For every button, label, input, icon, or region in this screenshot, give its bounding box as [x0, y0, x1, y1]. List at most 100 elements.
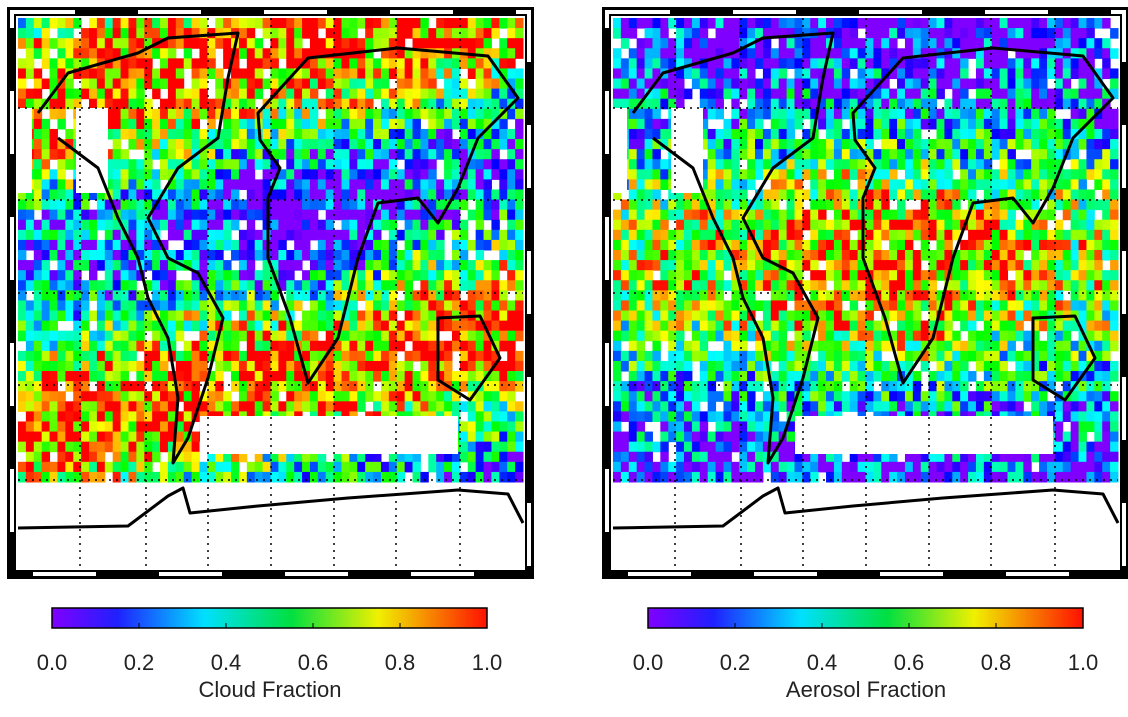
map-cell	[866, 311, 874, 322]
map-cell	[1055, 220, 1063, 231]
map-cell	[215, 230, 223, 241]
map-cell	[239, 250, 247, 261]
map-cell	[921, 240, 929, 251]
map-cell	[50, 421, 58, 432]
map-cell	[263, 331, 271, 342]
map-cell	[1047, 139, 1055, 150]
map-cell	[18, 240, 26, 251]
map-cell	[278, 109, 286, 120]
map-cell	[263, 48, 271, 59]
map-cell	[42, 331, 50, 342]
map-cell	[905, 321, 913, 332]
map-cell	[468, 442, 476, 453]
map-cell	[89, 220, 97, 231]
map-cell	[1000, 280, 1008, 291]
map-cell	[1015, 18, 1023, 29]
map-cell	[621, 68, 629, 79]
map-cell	[1063, 179, 1071, 190]
map-cell	[968, 270, 976, 281]
map-cell	[373, 129, 381, 140]
map-cell	[507, 18, 515, 29]
map-cell	[223, 240, 231, 251]
map-cell	[515, 179, 523, 190]
map-cell	[1000, 290, 1008, 301]
map-cell	[1039, 79, 1047, 90]
map-cell	[787, 179, 795, 190]
map-cell	[128, 38, 136, 49]
map-cell	[468, 462, 476, 473]
map-cell	[676, 371, 684, 382]
map-cell	[255, 189, 263, 200]
map-cell	[810, 260, 818, 271]
map-cell	[1023, 169, 1031, 180]
map-cell	[342, 472, 350, 483]
map-cell	[1055, 58, 1063, 69]
map-cell	[460, 240, 468, 251]
map-cell	[365, 351, 373, 362]
map-cell	[1110, 250, 1118, 261]
map-cell	[613, 351, 621, 362]
map-cell	[263, 391, 271, 402]
map-cell	[144, 260, 152, 271]
map-cell	[302, 109, 310, 120]
map-cell	[499, 260, 507, 271]
map-cell	[968, 189, 976, 200]
map-cell	[318, 300, 326, 311]
map-cell	[405, 89, 413, 100]
map-cell	[160, 311, 168, 322]
map-cell	[278, 220, 286, 231]
map-cell	[873, 371, 881, 382]
map-cell	[405, 220, 413, 231]
map-cell	[731, 179, 739, 190]
map-cell	[184, 129, 192, 140]
map-cell	[18, 321, 26, 332]
map-cell	[381, 38, 389, 49]
map-cell	[779, 331, 787, 342]
map-cell	[302, 189, 310, 200]
map-cell	[97, 99, 105, 110]
map-cell	[42, 28, 50, 39]
map-cell	[207, 240, 215, 251]
map-cell	[787, 139, 795, 150]
map-cell	[231, 79, 239, 90]
map-cell	[491, 442, 499, 453]
map-cell	[723, 58, 731, 69]
map-cell	[652, 48, 660, 59]
map-cell	[468, 472, 476, 483]
map-cell	[199, 18, 207, 29]
map-cell	[160, 381, 168, 392]
map-cell	[342, 169, 350, 180]
map-cell	[357, 189, 365, 200]
map-cell	[81, 331, 89, 342]
map-cell	[334, 401, 342, 412]
map-cell	[113, 351, 121, 362]
map-cell	[499, 179, 507, 190]
map-cell	[357, 311, 365, 322]
map-cell	[121, 169, 129, 180]
map-cell	[1063, 240, 1071, 251]
map-cell	[65, 341, 73, 352]
map-cell	[1031, 48, 1039, 59]
map-cell	[444, 159, 452, 170]
map-cell	[468, 411, 476, 422]
map-cell	[113, 189, 121, 200]
map-cell	[428, 28, 436, 39]
map-cell	[136, 472, 144, 483]
map-cell	[436, 472, 444, 483]
map-cell	[723, 179, 731, 190]
map-cell	[34, 89, 42, 100]
map-cell	[65, 179, 73, 190]
map-cell	[937, 38, 945, 49]
map-cell	[247, 109, 255, 120]
map-cell	[413, 28, 421, 39]
map-cell	[668, 240, 676, 251]
map-cell	[1047, 58, 1055, 69]
map-cell	[65, 401, 73, 412]
map-cell	[397, 58, 405, 69]
map-cell	[858, 179, 866, 190]
map-cell	[223, 351, 231, 362]
map-cell	[1086, 189, 1094, 200]
map-cell	[89, 442, 97, 453]
map-cell	[842, 179, 850, 190]
map-cell	[889, 28, 897, 39]
